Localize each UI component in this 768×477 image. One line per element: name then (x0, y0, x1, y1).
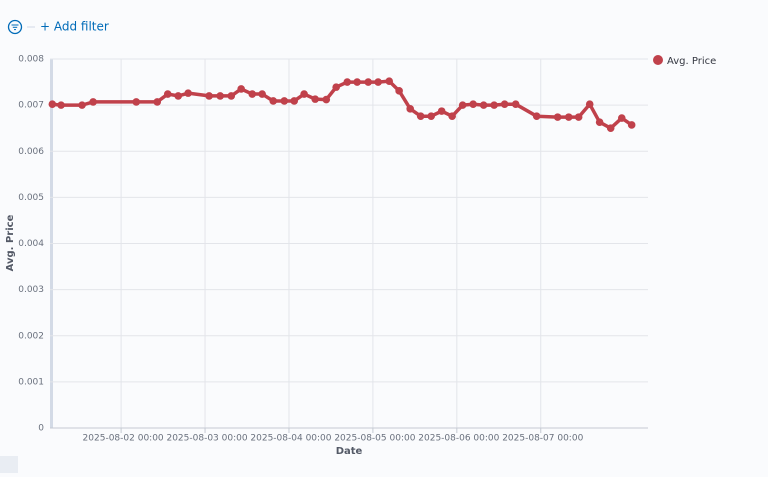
add-filter[interactable]: + Add filter (40, 20, 109, 34)
legend-swatch (653, 55, 663, 65)
point (153, 98, 162, 106)
y-tick-label: 0.003 (18, 285, 44, 295)
x-tick-label: 2025-08-06 00:00 (418, 434, 499, 444)
point (364, 78, 373, 86)
y-tick-label: 0.007 (18, 101, 44, 111)
point (606, 124, 615, 132)
point (280, 97, 289, 105)
point (617, 114, 626, 122)
point (300, 90, 308, 98)
point (258, 90, 266, 98)
point (374, 78, 382, 86)
point (427, 112, 435, 120)
point (57, 101, 65, 109)
point (564, 113, 573, 121)
point (237, 85, 245, 93)
filter-icon[interactable] (7, 19, 23, 35)
point (353, 78, 361, 86)
point (248, 90, 257, 98)
x-axis-title: Date (336, 446, 363, 457)
point (511, 100, 520, 109)
point (184, 89, 192, 97)
point (458, 101, 467, 109)
point (479, 101, 488, 109)
point (332, 83, 340, 91)
point (595, 118, 604, 126)
y-tick-label: 0.008 (18, 55, 44, 65)
point (269, 97, 278, 105)
point (89, 98, 97, 106)
y-axis-title: Avg. Price (5, 214, 16, 271)
point (216, 92, 224, 100)
point (174, 92, 183, 100)
legend-label: Avg. Price (667, 56, 716, 67)
point (437, 107, 446, 115)
point (132, 98, 141, 106)
y-tick-label: 0.002 (18, 331, 44, 341)
x-tick-label: 2025-08-03 00:00 (166, 434, 247, 444)
point (448, 112, 456, 120)
point (78, 101, 86, 109)
point (311, 95, 319, 103)
point (322, 95, 331, 104)
point (532, 112, 541, 120)
point (48, 100, 57, 109)
y-tick-label: 0.004 (18, 239, 44, 249)
point (290, 97, 299, 105)
point (627, 121, 636, 129)
x-tick-label: 2025-08-04 00:00 (250, 434, 331, 444)
point (553, 113, 562, 121)
point (205, 92, 213, 100)
legend-toggle[interactable] (0, 456, 18, 473)
point (163, 90, 172, 98)
point (227, 92, 236, 100)
point (500, 100, 509, 109)
point (585, 100, 594, 109)
y-tick-label: 0.005 (18, 193, 44, 203)
y-tick-label: 0.006 (18, 147, 44, 157)
point (574, 113, 583, 121)
point (343, 78, 352, 86)
x-tick-label: 2025-08-05 00:00 (334, 434, 415, 444)
x-tick-label: 2025-08-07 00:00 (502, 434, 583, 444)
y-tick-label: 0 (38, 424, 44, 434)
point (469, 100, 477, 109)
y-tick-label: 0.001 (18, 377, 44, 387)
point (385, 77, 394, 85)
point (406, 105, 414, 113)
point (395, 87, 403, 95)
point (416, 112, 425, 120)
x-tick-label: 2025-08-02 00:00 (83, 434, 164, 444)
point (490, 101, 498, 109)
